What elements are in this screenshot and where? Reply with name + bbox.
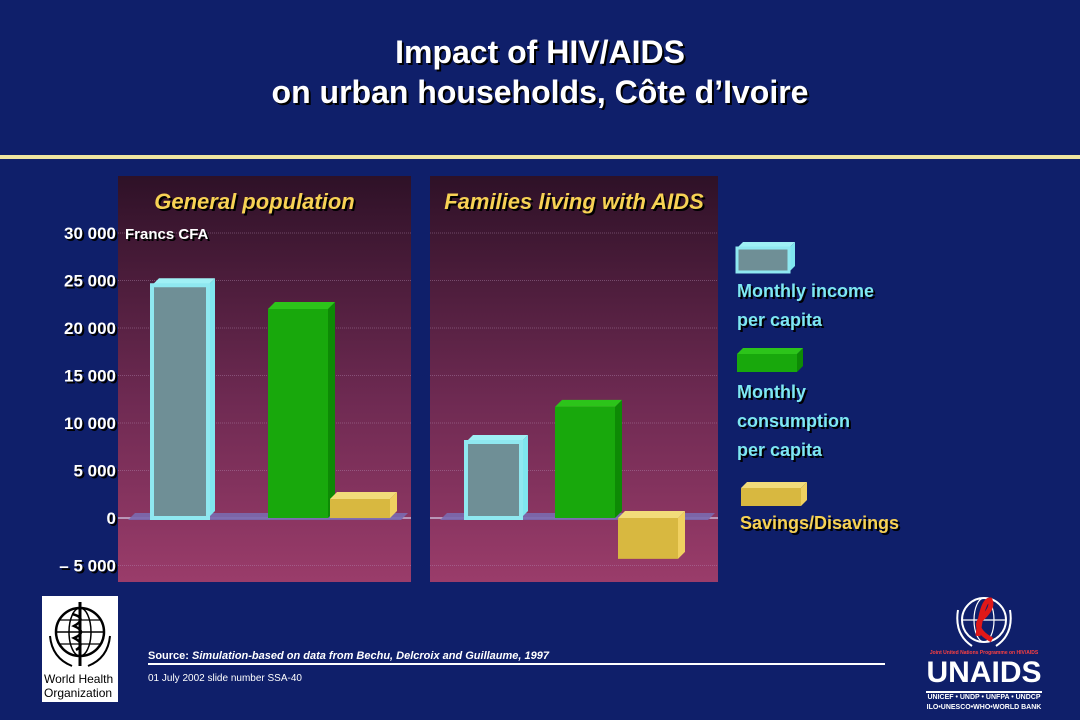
unaids-tagline: Joint United Nations Programme on HIV/AI… [929,650,1039,656]
slide-title: Impact of HIV/AIDS on urban households, … [0,32,1080,112]
who-line-1: World Health [44,672,114,686]
bar-side [615,399,622,518]
unaids-sub-1: UNICEF • UNDP • UNFPA • UNDCP [927,694,1041,701]
y-tick-label-shadow: 30 000 [66,226,118,245]
bar-1-3 [330,499,390,518]
title-line-2: on urban households, Côte d’Ivoire [271,74,809,110]
legend-swatch-top [737,348,803,354]
who-emblem-icon [49,602,111,667]
bar-1-1 [150,283,210,520]
bar-top [618,511,685,518]
y-tick-label: 10 000 [64,414,116,433]
y-tick-label: 0 [107,509,116,528]
y-tick-label: 5 000 [73,462,116,481]
legend-savings-label: Savings/Disavings [740,513,900,533]
slide-number: 01 July 2002 slide number SSA-40 [148,673,302,684]
bar-top [330,492,397,499]
legend-swatch-side [801,482,807,506]
bar-1-2 [268,309,328,518]
panel-title-shadow: General population [156,191,356,216]
legend-swatch-1 [735,246,791,274]
bar-side [678,511,685,559]
y-tick-label: – 5 000 [59,557,116,576]
bar-top [555,399,622,407]
y-tick-label-shadow: 0 [109,511,118,530]
source-note: Source: Simulation-based on data from Be… [148,650,549,662]
who-logo: World Health Organization [42,596,118,702]
bar-top [268,302,335,309]
legend-swatch-side [797,348,803,372]
source-label: Source: [148,650,189,662]
source-divider [148,663,885,665]
panel-title-shadow: Families living with AIDS [446,191,706,216]
title-line-1: Impact of HIV/AIDS [395,34,685,70]
legend-swatch-top [741,482,807,488]
bar-2-1 [464,440,523,520]
panel-title-2: Families living with AIDS [444,189,704,214]
y-tick-label-shadow: 20 000 [66,321,118,340]
panel-title-1: General population [154,189,354,214]
un-emblem-icon [956,597,1012,647]
bar-2-2 [555,406,615,518]
bar-side [390,492,397,518]
y-tick-label-shadow: 10 000 [66,416,118,435]
y-tick-label-shadow: – 5 000 [61,559,118,578]
bar-2-3 [618,518,678,559]
unaids-sub-2: ILO•UNESCO•WHO•WORLD BANK [926,704,1042,711]
y-tick-label-shadow: 5 000 [75,464,118,483]
who-line-2: Organization [44,686,113,700]
y-tick-label-shadow: 15 000 [66,369,118,388]
unit-label-shadow: Francs CFA [127,228,211,245]
bar-side [328,302,335,518]
y-tick-label: 15 000 [64,367,116,386]
y-tick-label-shadow: 25 000 [66,274,118,293]
source-text: Simulation-based on data from Bechu, Del… [192,650,550,662]
y-tick-label: 30 000 [64,224,116,243]
unaids-wordmark: UNAIDS [926,656,1042,689]
legend-income-label: Monthly income per capita [737,281,875,330]
unaids-divider [926,691,1042,693]
legend-consumption-label: Monthly consumption per capita [737,382,850,460]
legend-swatch-3 [741,488,801,506]
title-divider [0,155,1080,159]
unit-label: Francs CFA [125,226,209,243]
y-tick-label: 20 000 [64,319,116,338]
unaids-logo: Joint United Nations Programme on HIV/AI… [920,590,1048,715]
y-tick-label: 25 000 [64,272,116,291]
legend-swatch-2 [737,354,797,372]
